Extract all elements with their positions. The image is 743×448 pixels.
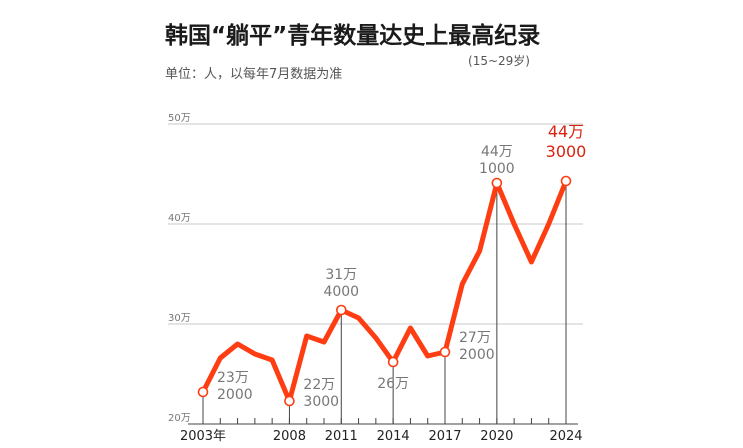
data-label: 31万	[325, 267, 357, 283]
chart-subtitle: 单位：人，以每年7月数据为准	[165, 66, 342, 82]
y-tick-label: 30万	[168, 313, 191, 324]
data-label: 2000	[217, 387, 253, 403]
x-tick-label: 2008	[273, 429, 306, 444]
series-line	[200, 178, 569, 404]
x-tick-label: 2024	[549, 429, 582, 444]
data-point	[387, 356, 399, 368]
x-axis: 2003年 2008 2011 2014 2017 2020 2024	[180, 418, 583, 444]
data-point	[284, 395, 295, 407]
y-tick-label: 20万	[168, 413, 191, 424]
data-point	[197, 386, 209, 398]
data-point	[560, 175, 572, 187]
data-point	[491, 177, 503, 189]
x-tick-label: 2017	[428, 429, 461, 444]
data-label: 2000	[459, 347, 495, 363]
data-label-highlight: 3000	[546, 142, 587, 161]
x-tick-label: 2014	[377, 429, 410, 444]
data-label: 26万	[377, 376, 409, 392]
x-tick-label: 2011	[325, 429, 358, 444]
x-tick-label: 2003年	[180, 429, 226, 444]
chart-title: 韩国“躺平”青年数量达史上最高纪录	[165, 22, 540, 49]
data-label: 3000	[303, 394, 339, 410]
data-point	[439, 346, 451, 358]
data-label: 27万	[459, 330, 491, 346]
data-labels: 23万200022万300031万400026万27万200044万100044…	[217, 122, 586, 410]
data-label-highlight: 44万	[548, 122, 584, 141]
y-tick-label: 50万	[168, 113, 191, 124]
data-label: 4000	[323, 284, 359, 300]
data-label: 1000	[479, 161, 515, 177]
data-label: 23万	[217, 370, 249, 386]
data-label: 44万	[481, 144, 513, 160]
chart-note: (15~29岁)	[468, 53, 530, 68]
data-point	[335, 304, 347, 316]
x-tick-label: 2020	[480, 429, 513, 444]
y-tick-label: 40万	[168, 213, 191, 224]
series	[197, 175, 572, 407]
data-label: 22万	[303, 377, 335, 393]
